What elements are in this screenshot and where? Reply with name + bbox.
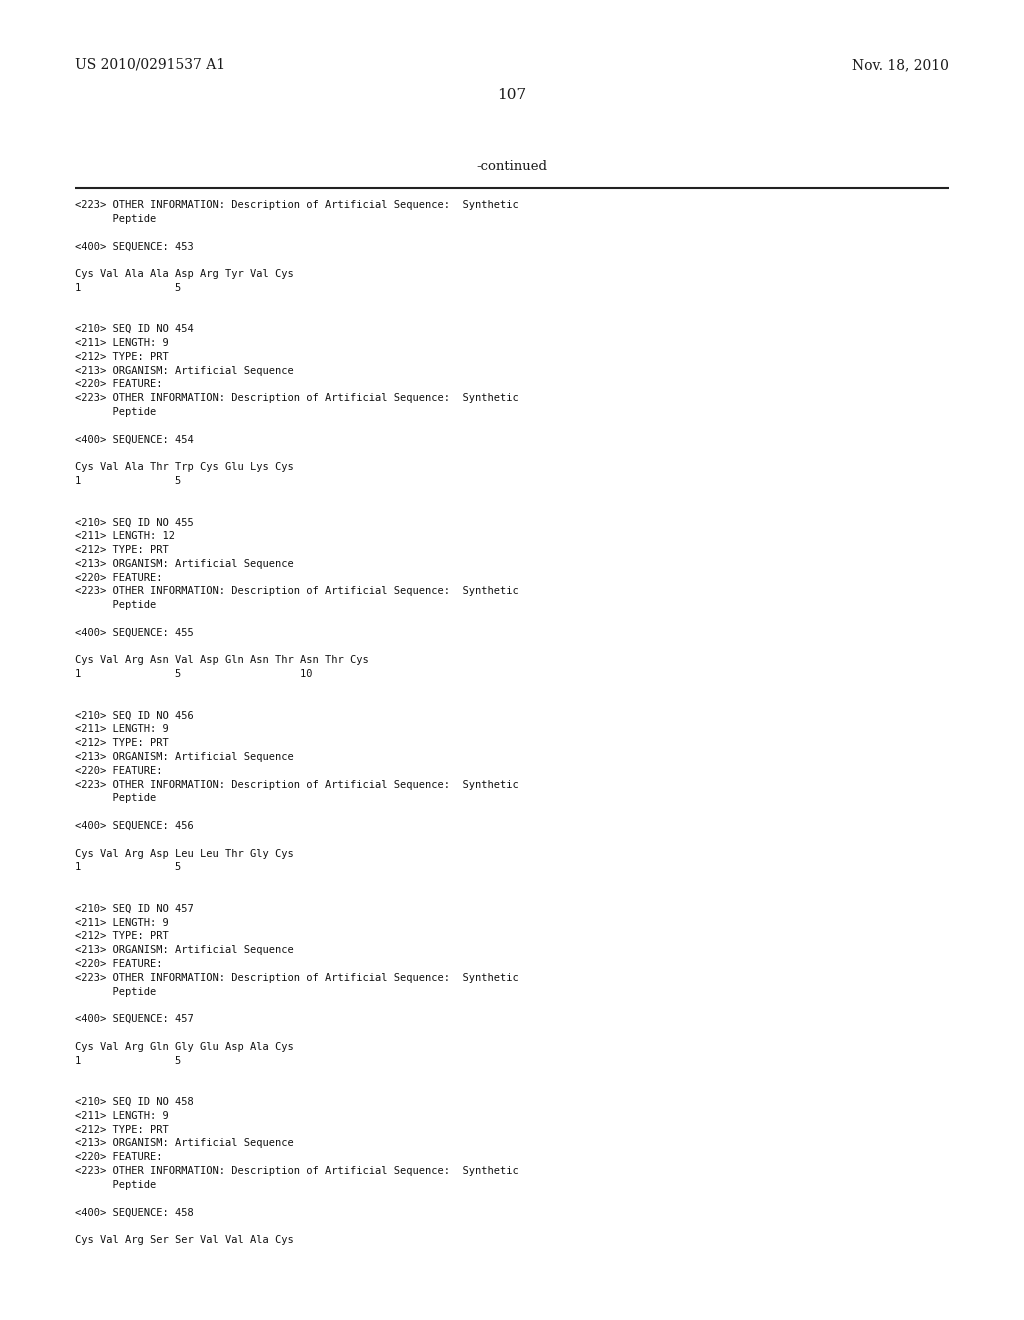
Text: Peptide: Peptide xyxy=(75,601,157,610)
Text: <210> SEQ ID NO 454: <210> SEQ ID NO 454 xyxy=(75,325,194,334)
Text: Cys Val Arg Asn Val Asp Gln Asn Thr Asn Thr Cys: Cys Val Arg Asn Val Asp Gln Asn Thr Asn … xyxy=(75,656,369,665)
Text: Nov. 18, 2010: Nov. 18, 2010 xyxy=(852,58,949,73)
Text: <223> OTHER INFORMATION: Description of Artificial Sequence:  Synthetic: <223> OTHER INFORMATION: Description of … xyxy=(75,780,519,789)
Text: 1               5: 1 5 xyxy=(75,477,181,486)
Text: <210> SEQ ID NO 456: <210> SEQ ID NO 456 xyxy=(75,710,194,721)
Text: <400> SEQUENCE: 453: <400> SEQUENCE: 453 xyxy=(75,242,194,251)
Text: 1               5: 1 5 xyxy=(75,282,181,293)
Text: <223> OTHER INFORMATION: Description of Artificial Sequence:  Synthetic: <223> OTHER INFORMATION: Description of … xyxy=(75,1166,519,1176)
Text: <212> TYPE: PRT: <212> TYPE: PRT xyxy=(75,352,169,362)
Text: Peptide: Peptide xyxy=(75,986,157,997)
Text: 1               5                   10: 1 5 10 xyxy=(75,669,312,680)
Text: <220> FEATURE:: <220> FEATURE: xyxy=(75,379,163,389)
Text: <213> ORGANISM: Artificial Sequence: <213> ORGANISM: Artificial Sequence xyxy=(75,945,294,956)
Text: <213> ORGANISM: Artificial Sequence: <213> ORGANISM: Artificial Sequence xyxy=(75,366,294,376)
Text: <400> SEQUENCE: 457: <400> SEQUENCE: 457 xyxy=(75,1014,194,1024)
Text: <211> LENGTH: 9: <211> LENGTH: 9 xyxy=(75,1111,169,1121)
Text: Cys Val Arg Asp Leu Leu Thr Gly Cys: Cys Val Arg Asp Leu Leu Thr Gly Cys xyxy=(75,849,294,858)
Text: 107: 107 xyxy=(498,88,526,102)
Text: <212> TYPE: PRT: <212> TYPE: PRT xyxy=(75,932,169,941)
Text: <213> ORGANISM: Artificial Sequence: <213> ORGANISM: Artificial Sequence xyxy=(75,558,294,569)
Text: <211> LENGTH: 9: <211> LENGTH: 9 xyxy=(75,338,169,348)
Text: <212> TYPE: PRT: <212> TYPE: PRT xyxy=(75,545,169,554)
Text: <220> FEATURE:: <220> FEATURE: xyxy=(75,573,163,582)
Text: US 2010/0291537 A1: US 2010/0291537 A1 xyxy=(75,58,225,73)
Text: <220> FEATURE:: <220> FEATURE: xyxy=(75,960,163,969)
Text: <223> OTHER INFORMATION: Description of Artificial Sequence:  Synthetic: <223> OTHER INFORMATION: Description of … xyxy=(75,201,519,210)
Text: <210> SEQ ID NO 457: <210> SEQ ID NO 457 xyxy=(75,904,194,913)
Text: <210> SEQ ID NO 455: <210> SEQ ID NO 455 xyxy=(75,517,194,528)
Text: <400> SEQUENCE: 458: <400> SEQUENCE: 458 xyxy=(75,1208,194,1217)
Text: <211> LENGTH: 12: <211> LENGTH: 12 xyxy=(75,531,175,541)
Text: <220> FEATURE:: <220> FEATURE: xyxy=(75,1152,163,1162)
Text: Peptide: Peptide xyxy=(75,407,157,417)
Text: <223> OTHER INFORMATION: Description of Artificial Sequence:  Synthetic: <223> OTHER INFORMATION: Description of … xyxy=(75,973,519,983)
Text: <212> TYPE: PRT: <212> TYPE: PRT xyxy=(75,1125,169,1135)
Text: -continued: -continued xyxy=(476,160,548,173)
Text: <400> SEQUENCE: 454: <400> SEQUENCE: 454 xyxy=(75,434,194,445)
Text: Cys Val Arg Gln Gly Glu Asp Ala Cys: Cys Val Arg Gln Gly Glu Asp Ala Cys xyxy=(75,1041,294,1052)
Text: Cys Val Ala Thr Trp Cys Glu Lys Cys: Cys Val Ala Thr Trp Cys Glu Lys Cys xyxy=(75,462,294,473)
Text: <223> OTHER INFORMATION: Description of Artificial Sequence:  Synthetic: <223> OTHER INFORMATION: Description of … xyxy=(75,393,519,403)
Text: <400> SEQUENCE: 455: <400> SEQUENCE: 455 xyxy=(75,628,194,638)
Text: <212> TYPE: PRT: <212> TYPE: PRT xyxy=(75,738,169,748)
Text: <211> LENGTH: 9: <211> LENGTH: 9 xyxy=(75,917,169,928)
Text: <220> FEATURE:: <220> FEATURE: xyxy=(75,766,163,776)
Text: <400> SEQUENCE: 456: <400> SEQUENCE: 456 xyxy=(75,821,194,832)
Text: <213> ORGANISM: Artificial Sequence: <213> ORGANISM: Artificial Sequence xyxy=(75,752,294,762)
Text: Cys Val Arg Ser Ser Val Val Ala Cys: Cys Val Arg Ser Ser Val Val Ala Cys xyxy=(75,1236,294,1245)
Text: Peptide: Peptide xyxy=(75,1180,157,1189)
Text: 1               5: 1 5 xyxy=(75,1056,181,1065)
Text: Cys Val Ala Ala Asp Arg Tyr Val Cys: Cys Val Ala Ala Asp Arg Tyr Val Cys xyxy=(75,269,294,279)
Text: 1               5: 1 5 xyxy=(75,862,181,873)
Text: <210> SEQ ID NO 458: <210> SEQ ID NO 458 xyxy=(75,1097,194,1107)
Text: Peptide: Peptide xyxy=(75,793,157,804)
Text: Peptide: Peptide xyxy=(75,214,157,224)
Text: <211> LENGTH: 9: <211> LENGTH: 9 xyxy=(75,725,169,734)
Text: <223> OTHER INFORMATION: Description of Artificial Sequence:  Synthetic: <223> OTHER INFORMATION: Description of … xyxy=(75,586,519,597)
Text: <213> ORGANISM: Artificial Sequence: <213> ORGANISM: Artificial Sequence xyxy=(75,1138,294,1148)
